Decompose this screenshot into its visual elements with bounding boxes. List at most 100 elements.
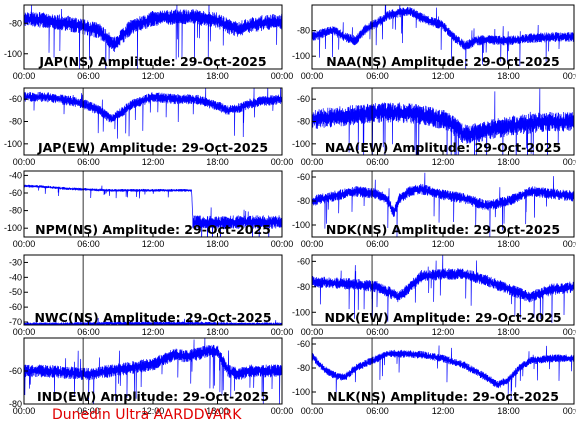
y-tick-label-8-1: -80 [9, 399, 22, 409]
y-tick-label-3-2: -100 [292, 139, 310, 149]
y-tick-label-6-3: -60 [9, 302, 22, 312]
y-tick-label-6-4: -70 [9, 317, 22, 327]
y-tick-label-9-0: -60 [297, 339, 310, 349]
x-tick-label-3-3: 18:00 [497, 157, 520, 167]
x-tick-label-7-3: 18:00 [497, 327, 520, 337]
panel-title-3: NAA(EW) Amplitude: 29-Oct-2025 [325, 140, 561, 155]
y-tick-label-5-0: -60 [297, 172, 310, 182]
panel-5: -60 -80 -100 00:00 06:00 12:00 18:00 00:00NDK(N… [292, 170, 576, 249]
x-tick-label-0-1: 06:00 [77, 71, 100, 81]
x-tick-label-6-1: 06:00 [77, 327, 100, 337]
x-tick-label-4-1: 06:00 [77, 239, 100, 249]
y-tick-label-5-1: -80 [297, 196, 310, 206]
panel-title-9: NLK(NS) Amplitude: 29-Oct-2025 [327, 389, 559, 404]
y-tick-label-9-2: -100 [292, 387, 310, 397]
y-tick-label-4-1: -60 [9, 188, 22, 198]
panel-title-7: NDK(EW) Amplitude: 29-Oct-2025 [324, 310, 561, 325]
panel-title-8: IND(EW) Amplitude: 29-Oct-2025 [37, 389, 269, 404]
y-tick-label-4-0: -40 [9, 170, 22, 180]
x-tick-label-7-4: 00:00 [563, 327, 576, 337]
x-tick-label-2-2: 12:00 [142, 157, 165, 167]
y-tick-label-1-1: -100 [292, 51, 310, 61]
x-tick-label-1-2: 12:00 [432, 71, 455, 81]
x-tick-label-5-4: 00:00 [563, 239, 576, 249]
panel-7: -60 -80 -100 00:00 06:00 12:00 18:00 00:00NDK(E… [292, 254, 576, 337]
panel-title-0: JAP(NS) Amplitude: 29-Oct-2025 [38, 54, 266, 69]
x-tick-label-9-0: 00:00 [301, 406, 324, 416]
y-tick-label-7-1: -80 [297, 282, 310, 292]
y-tick-label-2-2: -100 [4, 139, 22, 149]
x-tick-label-5-2: 12:00 [432, 239, 455, 249]
x-tick-label-1-1: 06:00 [366, 71, 389, 81]
y-tick-label-6-0: -30 [9, 257, 22, 267]
station-caption: Dunedin Ultra AARDDVARK [52, 407, 242, 423]
x-tick-label-8-3: 18:00 [206, 406, 229, 416]
x-tick-label-0-0: 00:00 [13, 71, 36, 81]
x-tick-label-2-1: 06:00 [77, 157, 100, 167]
x-tick-label-1-0: 00:00 [301, 71, 324, 81]
series-line-4 [24, 184, 282, 237]
y-tick-label-6-2: -50 [9, 287, 22, 297]
panel-title-4: NPM(NS) Amplitude: 29-Oct-2025 [35, 222, 271, 237]
x-tick-label-6-0: 00:00 [13, 327, 36, 337]
y-tick-label-2-0: -60 [9, 94, 22, 104]
y-tick-label-0-1: -100 [4, 49, 22, 59]
panel-9: -60-80-10000:0006:0012:0018:0000:00NLK(N… [292, 337, 576, 416]
x-tick-label-0-2: 12:00 [142, 71, 165, 81]
x-tick-label-3-0: 00:00 [301, 157, 324, 167]
series-line-9 [312, 345, 574, 400]
x-tick-label-8-2: 12:00 [142, 406, 165, 416]
x-tick-label-9-3: 18:00 [497, 406, 520, 416]
x-tick-label-7-2: 12:00 [432, 327, 455, 337]
y-tick-label-3-0: -60 [297, 94, 310, 104]
x-tick-label-2-3: 18:00 [206, 157, 229, 167]
panel-title-5: NDK(NS) Amplitude: 29-Oct-2025 [326, 222, 560, 237]
y-tick-label-7-2: -100 [292, 307, 310, 317]
panel-title-6: NWC(NS) Amplitude: 29-Oct-2025 [34, 310, 271, 325]
x-tick-label-5-1: 06:00 [366, 239, 389, 249]
series-line-1 [312, 5, 574, 69]
series-line-3 [312, 88, 574, 155]
x-tick-label-9-2: 12:00 [432, 406, 455, 416]
panel-1: -80 -100 00:00 06:00 12:00 18:00 00:00NAA(NS) … [292, 4, 576, 81]
y-tick-label-5-2: -100 [292, 220, 310, 230]
x-tick-label-1-4: 00:00 [563, 71, 576, 81]
x-tick-label-6-3: 18:00 [206, 327, 229, 337]
x-tick-label-3-1: 06:00 [366, 157, 389, 167]
x-tick-label-6-2: 12:00 [142, 327, 165, 337]
x-tick-label-5-0: 00:00 [301, 239, 324, 249]
x-tick-label-6-4: 00:00 [271, 327, 294, 337]
x-tick-label-0-3: 18:00 [206, 71, 229, 81]
y-tick-label-7-0: -60 [297, 256, 310, 266]
x-tick-label-4-3: 18:00 [206, 239, 229, 249]
x-tick-label-4-4: 00:00 [271, 239, 294, 249]
series-line-2 [24, 88, 282, 139]
x-tick-label-2-4: 00:00 [271, 157, 294, 167]
x-tick-label-0-4: 00:00 [271, 71, 294, 81]
series-line-5 [312, 172, 574, 237]
y-tick-label-2-1: -80 [9, 117, 22, 127]
y-tick-label-4-2: -80 [9, 206, 22, 216]
x-tick-label-8-4: 00:00 [271, 406, 294, 416]
x-tick-label-8-1: 06:00 [77, 406, 100, 416]
y-tick-label-8-0: -60 [9, 366, 22, 376]
panel-3: -60 -80 -100 00:00 06:00 12:00 18:00 00:00NAA(E… [292, 87, 576, 167]
y-tick-label-3-1: -80 [297, 117, 310, 127]
series-line-8 [24, 338, 282, 404]
y-tick-label-9-1: -80 [297, 363, 310, 373]
x-tick-label-4-2: 12:00 [142, 239, 165, 249]
x-tick-label-9-1: 06:00 [366, 406, 389, 416]
y-tick-label-6-1: -40 [9, 272, 22, 282]
y-tick-label-4-3: -100 [4, 223, 22, 233]
x-tick-label-8-0: 00:00 [13, 406, 36, 416]
panel-title-2: JAP(EW) Amplitude: 29-Oct-2025 [37, 140, 268, 155]
y-tick-label-0-0: -80 [9, 18, 22, 28]
panel-2: -60 -80 -100 00:00 06:00 12:00 18:00 00:00JAP(E… [4, 87, 294, 167]
x-tick-label-4-0: 00:00 [13, 239, 36, 249]
x-tick-label-7-1: 06:00 [366, 327, 389, 337]
